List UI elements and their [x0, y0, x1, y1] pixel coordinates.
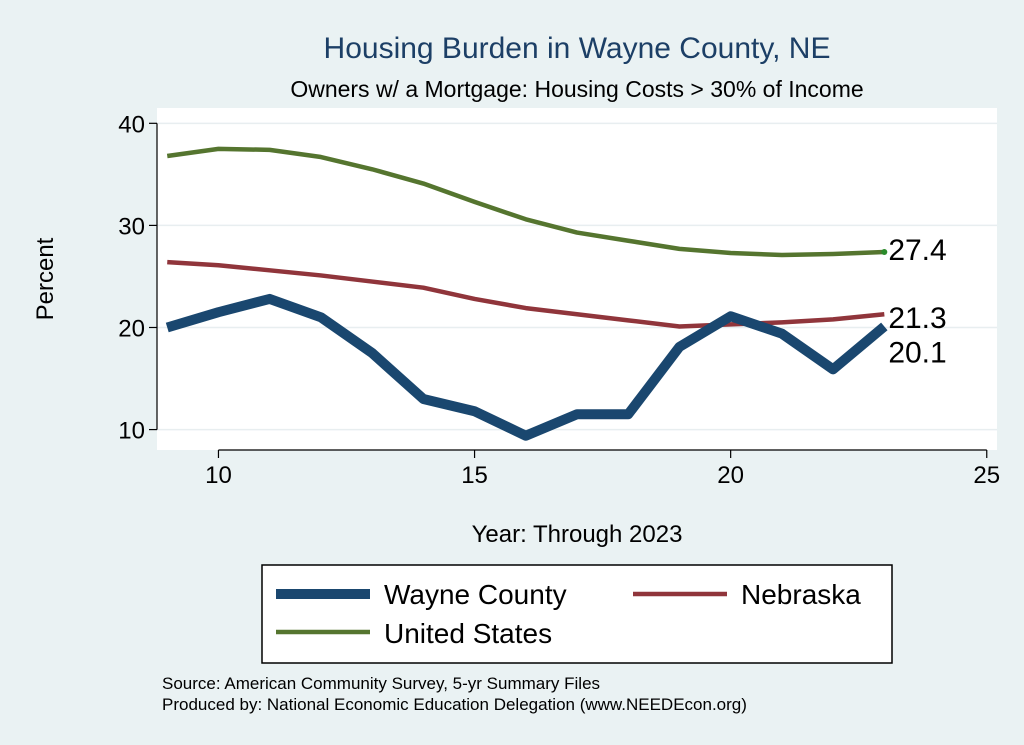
source-line-2: Produced by: National Economic Education…	[162, 695, 747, 714]
legend-items: Wayne County Nebraska United States	[276, 579, 861, 649]
source-line-1: Source: American Community Survey, 5-yr …	[162, 674, 600, 693]
y-tick-label-40: 40	[118, 111, 145, 138]
end-marker-united-states	[881, 248, 888, 255]
series-line-united-states	[166, 146, 885, 258]
y-tick-label-20: 20	[118, 315, 145, 342]
x-tick-label-15: 15	[461, 462, 488, 489]
y-axis: 10 20 30 40	[118, 111, 157, 445]
chart-title: Housing Burden in Wayne County, NE	[324, 32, 831, 65]
legend-label-united-states: United States	[384, 618, 552, 649]
series-group	[165, 146, 888, 441]
chart-subtitle: Owners w/ a Mortgage: Housing Costs > 30…	[290, 76, 863, 102]
end-label-united-states: 27.4	[888, 234, 946, 267]
x-tick-label-25: 25	[973, 462, 1000, 489]
x-axis: 10 15 20 25	[205, 450, 1000, 489]
plot-area	[157, 108, 997, 450]
y-axis-title: Percent	[32, 237, 59, 320]
x-tick-label-10: 10	[205, 462, 232, 489]
legend	[261, 564, 893, 664]
grid	[157, 122, 997, 431]
end-labels: 20.121.3 27.4	[888, 234, 946, 370]
series-line-wayne-county	[165, 293, 888, 441]
end-label-nebraska: 21.3	[888, 302, 946, 335]
legend-label-wayne-county: Wayne County	[384, 579, 567, 610]
y-tick-label-30: 30	[118, 213, 145, 240]
x-tick-label-20: 20	[717, 462, 744, 489]
end-label-wayne-county: 20.1	[888, 336, 946, 369]
y-tick-label-10: 10	[118, 418, 145, 445]
x-axis-title: Year: Through 2023	[472, 521, 683, 548]
legend-label-nebraska: Nebraska	[741, 579, 861, 610]
